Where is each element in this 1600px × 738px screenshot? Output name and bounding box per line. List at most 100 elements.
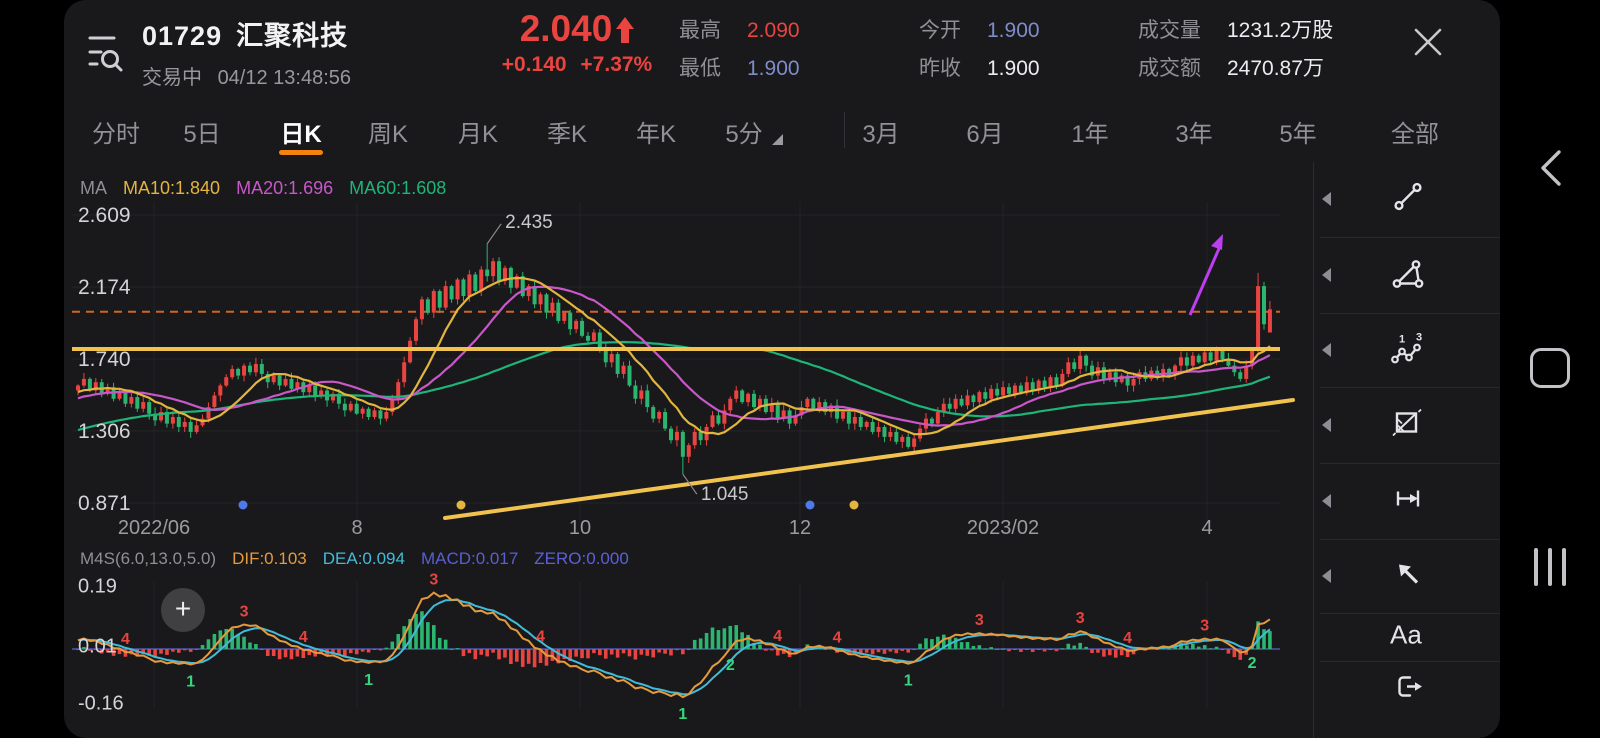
signal-marker: 1 [678, 706, 687, 723]
svg-text:1: 1 [1399, 334, 1405, 346]
stock-title: 01729 汇聚科技 交易中 04/12 13:48:56 [142, 14, 351, 90]
svg-text:Aa: Aa [1390, 620, 1422, 650]
tab-5日[interactable]: 5日 [183, 121, 221, 148]
period-tab-bar: 分时 5日 日K 周K 月K 季K 年K 5分 3月 6月 1年 3年 5年 全部 [64, 100, 1439, 162]
tab-周K[interactable]: 周K [367, 121, 409, 148]
stat-column: 最高 2.090 最低 1.900 [679, 14, 800, 90]
collapse-arrow-icon[interactable] [1322, 268, 1331, 282]
tool-divider [1320, 661, 1500, 662]
ma10-line [77, 277, 1271, 436]
gann-box-icon [1389, 405, 1427, 446]
ma-label: MA [80, 178, 107, 198]
tab-6月[interactable]: 6月 [966, 121, 1004, 148]
stat-4: 成交量 1231.2万股 [1138, 14, 1333, 52]
stat-1: 最低 1.900 [679, 52, 800, 90]
svg-text:3: 3 [1416, 332, 1422, 344]
event-dot-blue [805, 500, 815, 510]
signal-marker: 1 [364, 672, 373, 689]
price-block: 2.040 +0.140 +7.37% [472, 8, 682, 77]
nav-home-button[interactable] [1530, 348, 1570, 388]
tab-5分[interactable]: 5分 [725, 121, 763, 148]
trend-line-tool[interactable] [1314, 167, 1500, 231]
signal-marker: 3 [240, 603, 249, 620]
tab-5年[interactable]: 5年 [1279, 121, 1317, 148]
tab-3月[interactable]: 3月 [862, 121, 900, 148]
macd-value: MACD:0.017 [420, 549, 519, 568]
event-dot-yellow [456, 500, 466, 510]
stat-label: 今开 [919, 19, 961, 42]
gann-box-tool[interactable] [1314, 393, 1500, 457]
x-axis-label: 8 [351, 517, 362, 539]
collapse-arrow-icon[interactable] [1322, 494, 1331, 508]
price-change: +0.140 [501, 53, 567, 76]
add-indicator-button[interactable]: + [161, 588, 205, 632]
stat-5: 成交额 2470.87万 [1138, 52, 1333, 90]
collapse-arrow-icon[interactable] [1322, 418, 1331, 432]
stock-name: 汇聚科技 [236, 21, 349, 51]
annotation-high: 2.435 [505, 212, 553, 233]
tab-分时[interactable]: 分时 [92, 121, 140, 148]
tab-年K[interactable]: 年K [635, 121, 677, 148]
arrow-tool[interactable] [1314, 544, 1500, 608]
triangle-tool[interactable] [1314, 243, 1500, 307]
triangle-icon [1390, 255, 1426, 296]
zero-value: ZERO:0.000 [534, 549, 629, 568]
collapse-arrow-icon[interactable] [1322, 192, 1331, 206]
ma60-line [77, 340, 1271, 432]
x-axis-label: 2022/06 [118, 517, 190, 539]
tab-全部[interactable]: 全部 [1391, 121, 1439, 148]
tab-3年[interactable]: 3年 [1175, 121, 1213, 148]
price-change-pct: +7.37% [580, 53, 653, 76]
stat-value: 1.900 [747, 57, 800, 80]
drawn-arrow [1188, 243, 1223, 316]
stock-code: 01729 [142, 21, 223, 51]
nav-back-button[interactable] [1535, 148, 1565, 193]
x-axis-label: 2023/02 [967, 517, 1039, 539]
search-menu-icon[interactable] [84, 26, 128, 74]
chart-area[interactable]: 2.435 1.045 2.609 2.174 1.740 1.306 0.871 2022/… [64, 162, 1313, 738]
signal-marker: 4 [833, 630, 842, 647]
signal-marker: 2 [1248, 655, 1257, 672]
exit-drawing-mode-button[interactable] [1314, 657, 1500, 721]
active-tab-underline [279, 150, 323, 155]
signal-marker: 3 [1200, 618, 1209, 635]
tool-divider [1320, 539, 1500, 540]
tab-月K[interactable]: 月K [457, 121, 499, 148]
signal-marker: 3 [1076, 610, 1085, 627]
signal-marker: 2 [726, 657, 735, 674]
ma20-value: MA20:1.696 [236, 178, 334, 198]
collapse-arrow-icon[interactable] [1322, 343, 1331, 357]
stat-label: 成交量 [1138, 19, 1201, 42]
last-price: 2.040 [519, 8, 613, 49]
signal-marker: 4 [536, 628, 545, 645]
tab-1年[interactable]: 1年 [1071, 121, 1109, 148]
ma20-line [77, 285, 1271, 427]
nav-recents-button[interactable] [1534, 548, 1566, 586]
quote-datetime: 04/12 13:48:56 [217, 67, 352, 89]
extend-line-icon [1389, 481, 1427, 522]
trading-status: 交易中 [142, 67, 202, 89]
stat-column: 成交量 1231.2万股 成交额 2470.87万 [1138, 14, 1333, 90]
tool-divider [1320, 237, 1500, 238]
event-dot-yellow [849, 500, 859, 510]
macd-params: M4S(6.0,13.0,5.0) [80, 549, 217, 568]
tab-group-divider [844, 112, 845, 148]
arrow-up-left-icon [1390, 556, 1426, 597]
close-button[interactable] [1406, 20, 1450, 64]
extended-line-tool[interactable] [1314, 469, 1500, 533]
price-up-arrow-icon [616, 17, 635, 43]
stat-2: 今开 1.900 [919, 14, 1040, 52]
stat-column: 今开 1.900 昨收 1.900 [919, 14, 1040, 90]
signal-marker: 3 [429, 572, 438, 589]
exit-icon [1389, 669, 1427, 710]
signal-marker: 4 [299, 629, 308, 646]
signal-marker: 1 [904, 673, 913, 690]
tab-日K[interactable]: 日K [280, 121, 322, 148]
collapse-arrow-icon[interactable] [1322, 569, 1331, 583]
signal-marker: 3 [975, 612, 984, 629]
text-tool[interactable]: Aa [1314, 605, 1500, 669]
signal-marker: 4 [1123, 630, 1132, 647]
stat-value: 1.900 [987, 19, 1040, 42]
tab-季K[interactable]: 季K [546, 121, 588, 148]
